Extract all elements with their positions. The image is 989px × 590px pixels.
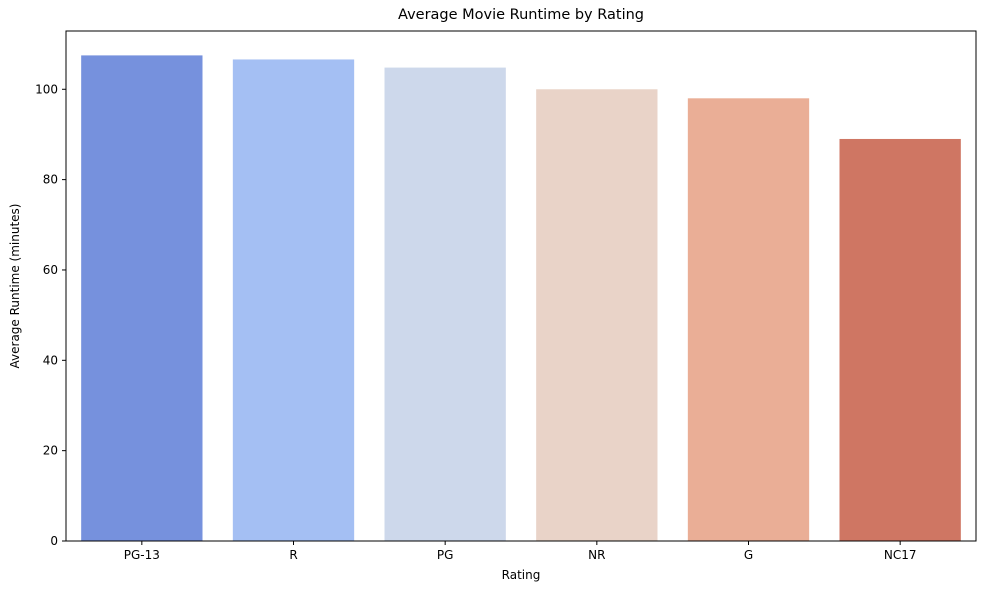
y-tick-label: 60 bbox=[43, 263, 58, 277]
x-tick-label: NR bbox=[588, 548, 605, 562]
x-tick-label: PG-13 bbox=[124, 548, 160, 562]
bar-g bbox=[687, 98, 810, 541]
y-axis-label: Average Runtime (minutes) bbox=[8, 204, 22, 369]
bar-nr bbox=[536, 89, 658, 542]
y-tick-label: 0 bbox=[50, 534, 58, 548]
y-tick-label: 20 bbox=[43, 444, 58, 458]
x-tick-label: R bbox=[289, 548, 297, 562]
bar-pg bbox=[384, 67, 506, 541]
y-tick-label: 100 bbox=[35, 82, 58, 96]
plot-area-frame bbox=[65, 30, 977, 542]
chart-title: Average Movie Runtime by Rating bbox=[398, 7, 644, 23]
bars-layer bbox=[81, 55, 961, 542]
x-tick-label: PG bbox=[437, 548, 454, 562]
x-tick-label: G bbox=[744, 548, 753, 562]
x-tick-label: NC17 bbox=[884, 548, 917, 562]
y-axis-ticks: 0 20 40 60 80 100 bbox=[35, 82, 66, 548]
y-tick-label: 80 bbox=[43, 173, 58, 187]
bar-pg-13 bbox=[81, 55, 203, 541]
y-tick-label: 40 bbox=[43, 353, 58, 367]
x-axis-ticks: PG-13 R PG NR G NC17 bbox=[124, 541, 917, 562]
bar-r bbox=[232, 59, 355, 542]
bar-nc17 bbox=[839, 138, 961, 541]
x-axis-label: Rating bbox=[502, 568, 541, 582]
